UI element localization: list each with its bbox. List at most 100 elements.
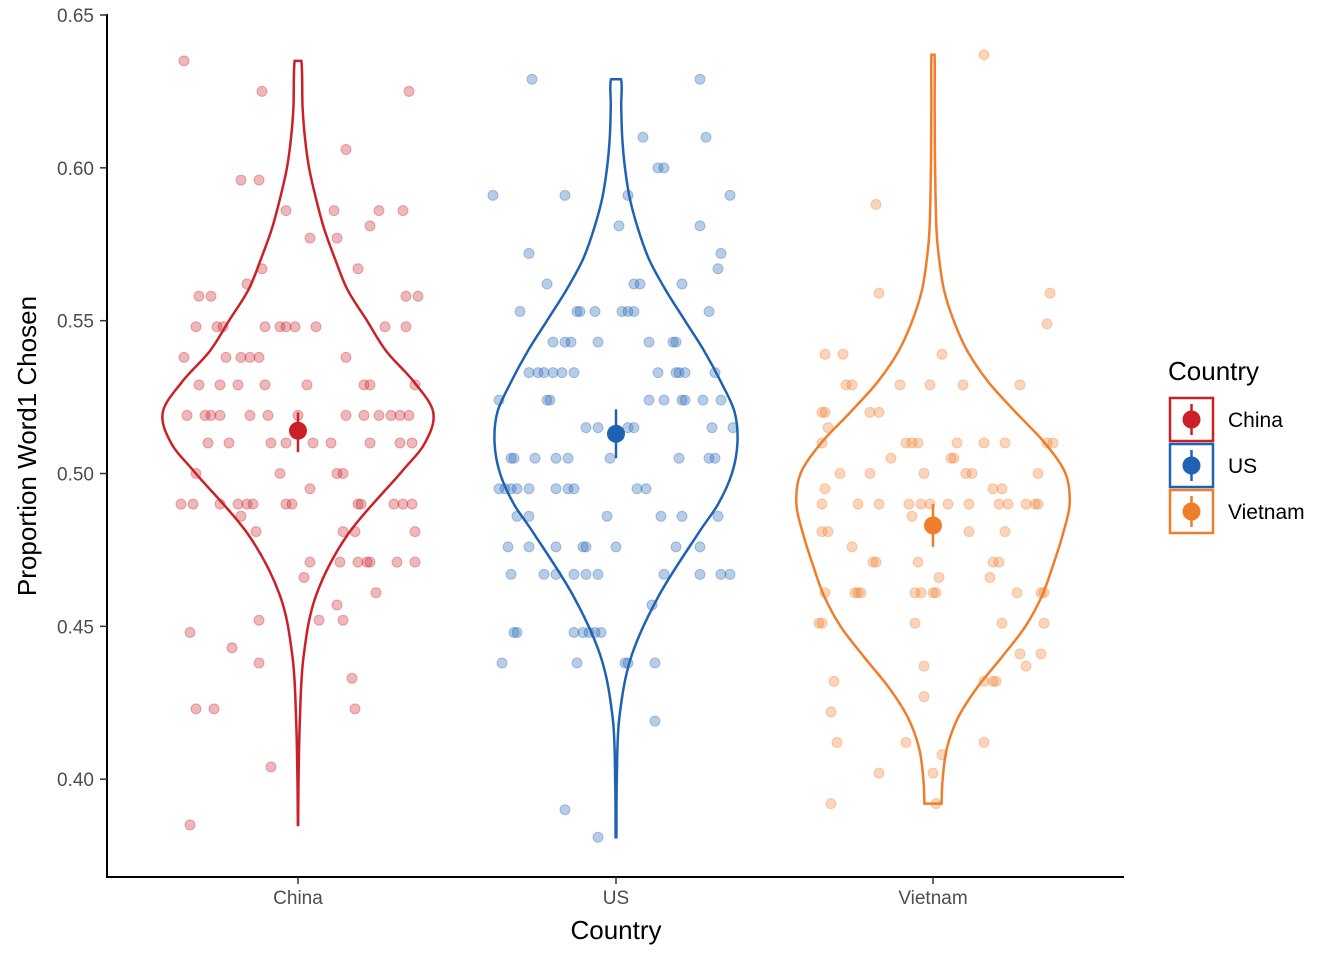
- data-point: [592, 336, 604, 348]
- y-tick-label: 0.50: [57, 465, 94, 486]
- data-point: [232, 379, 244, 391]
- data-point: [655, 510, 667, 522]
- data-point: [352, 263, 364, 275]
- data-point: [873, 498, 885, 510]
- data-point: [1032, 468, 1044, 480]
- data-point: [508, 452, 520, 464]
- data-point: [712, 510, 724, 522]
- data-point: [870, 199, 882, 211]
- data-point: [930, 587, 942, 599]
- data-point: [631, 483, 643, 495]
- data-point: [819, 406, 831, 418]
- data-point: [918, 691, 930, 703]
- plot-area: [161, 49, 1071, 843]
- data-point: [906, 437, 918, 449]
- data-point: [960, 468, 972, 480]
- data-point: [643, 336, 655, 348]
- data-point: [394, 409, 406, 421]
- data-point: [649, 715, 661, 727]
- data-point: [864, 468, 876, 480]
- data-point: [550, 452, 562, 464]
- data-point: [978, 737, 990, 749]
- data-point: [816, 498, 828, 510]
- data-point: [280, 321, 292, 333]
- data-point: [538, 367, 550, 379]
- data-point: [184, 819, 196, 831]
- data-point: [604, 452, 616, 464]
- data-point: [223, 437, 235, 449]
- x-tick-label: China: [273, 888, 323, 909]
- data-point: [849, 587, 861, 599]
- data-point: [397, 498, 409, 510]
- legend-label: Vietnam: [1228, 501, 1305, 524]
- data-point: [571, 306, 583, 318]
- data-point: [190, 703, 202, 715]
- data-point: [670, 541, 682, 553]
- data-point: [523, 483, 535, 495]
- data-point: [700, 131, 712, 143]
- violin-outline: [161, 59, 435, 827]
- data-point: [304, 556, 316, 568]
- data-point: [523, 247, 535, 259]
- data-point: [337, 468, 349, 480]
- data-point: [652, 162, 664, 174]
- data-point: [304, 483, 316, 495]
- data-point: [816, 526, 828, 538]
- data-point: [274, 321, 286, 333]
- mean-point: [289, 421, 307, 440]
- data-point: [388, 498, 400, 510]
- data-point: [999, 437, 1011, 449]
- data-point: [831, 737, 843, 749]
- legend: Country China US Vietnam: [1168, 356, 1305, 535]
- legend-label: US: [1228, 455, 1257, 478]
- data-point: [487, 189, 499, 201]
- data-point: [385, 409, 397, 421]
- data-point: [993, 498, 1005, 510]
- data-point: [391, 556, 403, 568]
- data-point: [966, 468, 978, 480]
- data-point: [867, 556, 879, 568]
- data-point: [175, 498, 187, 510]
- data-point: [538, 568, 550, 580]
- data-point: [580, 568, 592, 580]
- data-point: [601, 510, 613, 522]
- data-point: [235, 174, 247, 186]
- data-point: [1035, 648, 1047, 660]
- data-point: [508, 626, 520, 638]
- data-point: [927, 767, 939, 779]
- data-point: [241, 498, 253, 510]
- y-tick-label: 0.55: [57, 312, 94, 333]
- data-point: [984, 571, 996, 583]
- data-point: [951, 437, 963, 449]
- data-point: [670, 367, 682, 379]
- data-point: [712, 263, 724, 275]
- data-point: [247, 498, 259, 510]
- data-point: [816, 617, 828, 629]
- data-point: [1020, 660, 1032, 672]
- data-point: [523, 367, 535, 379]
- data-point: [301, 379, 313, 391]
- data-point: [193, 290, 205, 302]
- data-point: [556, 367, 568, 379]
- data-point: [667, 336, 679, 348]
- data-point: [1038, 617, 1050, 629]
- x-tick-label: US: [603, 888, 629, 909]
- y-axis-title: Proportion Word1 Chosen: [12, 296, 42, 596]
- y-tick-label: 0.45: [57, 617, 94, 638]
- data-point: [706, 422, 718, 434]
- data-point: [523, 541, 535, 553]
- x-ticks: China US Vietnam: [273, 877, 968, 909]
- data-point: [909, 617, 921, 629]
- data-point: [280, 498, 292, 510]
- legend-entries: China US Vietnam: [1168, 396, 1305, 535]
- data-point: [703, 452, 715, 464]
- axes: 0.400.450.500.550.600.65 China US Vietnam …: [12, 6, 1124, 945]
- data-point: [846, 379, 858, 391]
- data-point: [370, 587, 382, 599]
- data-point: [589, 306, 601, 318]
- data-point: [906, 510, 918, 522]
- y-tick-label: 0.40: [57, 770, 94, 791]
- data-point: [580, 422, 592, 434]
- data-point: [364, 379, 376, 391]
- data-point: [592, 831, 604, 843]
